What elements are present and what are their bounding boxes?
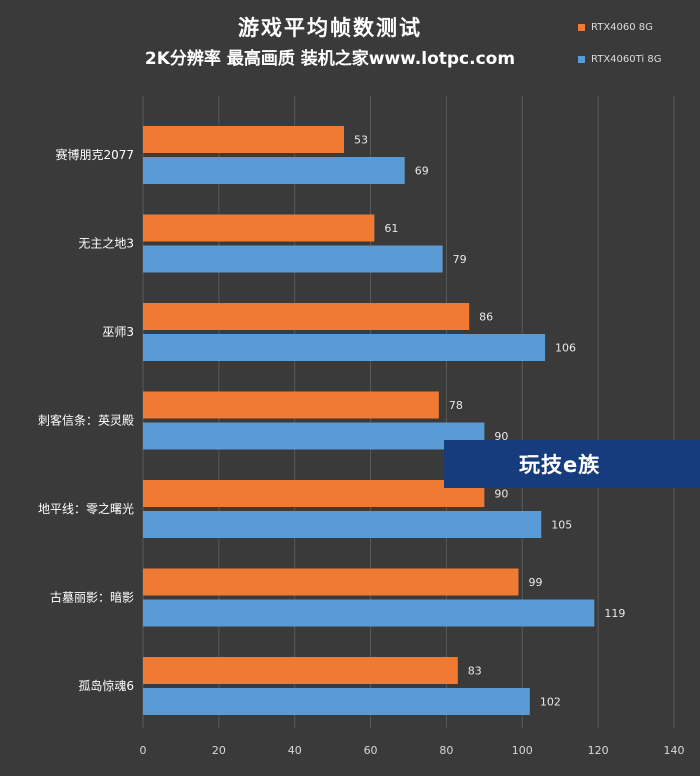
bar-rtx4060ti: [143, 511, 542, 538]
data-label: 69: [415, 165, 429, 178]
x-tick-label-140: 140: [664, 744, 685, 757]
data-label: 90: [494, 430, 508, 443]
data-label: 83: [468, 665, 482, 678]
data-label: 79: [453, 253, 467, 266]
x-tick-label-100: 100: [512, 744, 533, 757]
x-axis-ticks: 0 20 40 60 80 100 120 140: [140, 744, 685, 757]
bar-rtx4060ti: [143, 334, 546, 361]
bars: [143, 126, 595, 715]
bar-rtx4060ti: [143, 688, 530, 715]
data-label: 106: [555, 342, 576, 355]
bar-rtx4060ti: [143, 245, 443, 273]
data-label: 86: [479, 311, 493, 324]
bar-rtx4060: [143, 303, 470, 330]
chart-title: 游戏平均帧数测试: [238, 15, 422, 40]
x-tick-label-120: 120: [588, 744, 609, 757]
category-label: 古墓丽影：暗影: [50, 590, 134, 605]
x-tick-label-80: 80: [439, 744, 453, 757]
x-tick-label-60: 60: [364, 744, 378, 757]
legend-swatch-rtx4060ti: [578, 56, 585, 63]
data-label: 53: [354, 134, 368, 147]
data-label: 90: [494, 488, 508, 501]
category-label: 无主之地3: [78, 237, 134, 251]
bar-rtx4060: [143, 391, 439, 419]
category-label: 刺客信条：英灵殿: [38, 413, 134, 428]
bar-rtx4060ti: [143, 157, 405, 184]
watermark-logo: 玩技e族: [444, 440, 700, 488]
bar-rtx4060: [143, 126, 345, 153]
category-label: 巫师3: [102, 325, 134, 339]
data-label: 61: [384, 222, 398, 235]
data-label: 102: [540, 696, 561, 709]
legend-item-rtx4060: RTX4060 8G: [578, 22, 653, 33]
bar-rtx4060: [143, 657, 458, 684]
category-label: 地平线：零之曙光: [38, 502, 134, 516]
data-labels: 53 69 61 79 86 106 78 90 90 105 99 119 83 102: [354, 134, 625, 709]
legend-label-rtx4060: RTX4060 8G: [591, 22, 653, 33]
chart-subtitle: 2K分辨率 最高画质 装机之家www.lotpc.com: [144, 49, 516, 69]
bar-rtx4060ti: [143, 599, 595, 627]
category-label: 赛博朋克2077: [55, 147, 134, 162]
data-label: 78: [449, 399, 463, 412]
data-label: 105: [551, 519, 572, 532]
bar-rtx4060: [143, 214, 375, 242]
category-label: 孤岛惊魂6: [78, 678, 134, 693]
data-label: 119: [604, 607, 625, 620]
bar-rtx4060ti: [143, 422, 485, 450]
x-tick-label-20: 20: [212, 744, 226, 757]
x-tick-label-40: 40: [288, 744, 302, 757]
legend-label-rtx4060ti: RTX4060Ti 8G: [591, 54, 662, 65]
legend-swatch-rtx4060: [578, 24, 585, 31]
x-tick-label-0: 0: [140, 744, 147, 757]
bar-rtx4060: [143, 480, 485, 507]
data-label: 99: [528, 576, 542, 589]
bar-rtx4060: [143, 568, 519, 596]
category-labels: 赛博朋克2077 无主之地3 巫师3 刺客信条：英灵殿地平线：零之曙光古墓丽影：暗影孤…: [38, 147, 134, 693]
legend-item-rtx4060ti: RTX4060Ti 8G: [578, 54, 662, 65]
